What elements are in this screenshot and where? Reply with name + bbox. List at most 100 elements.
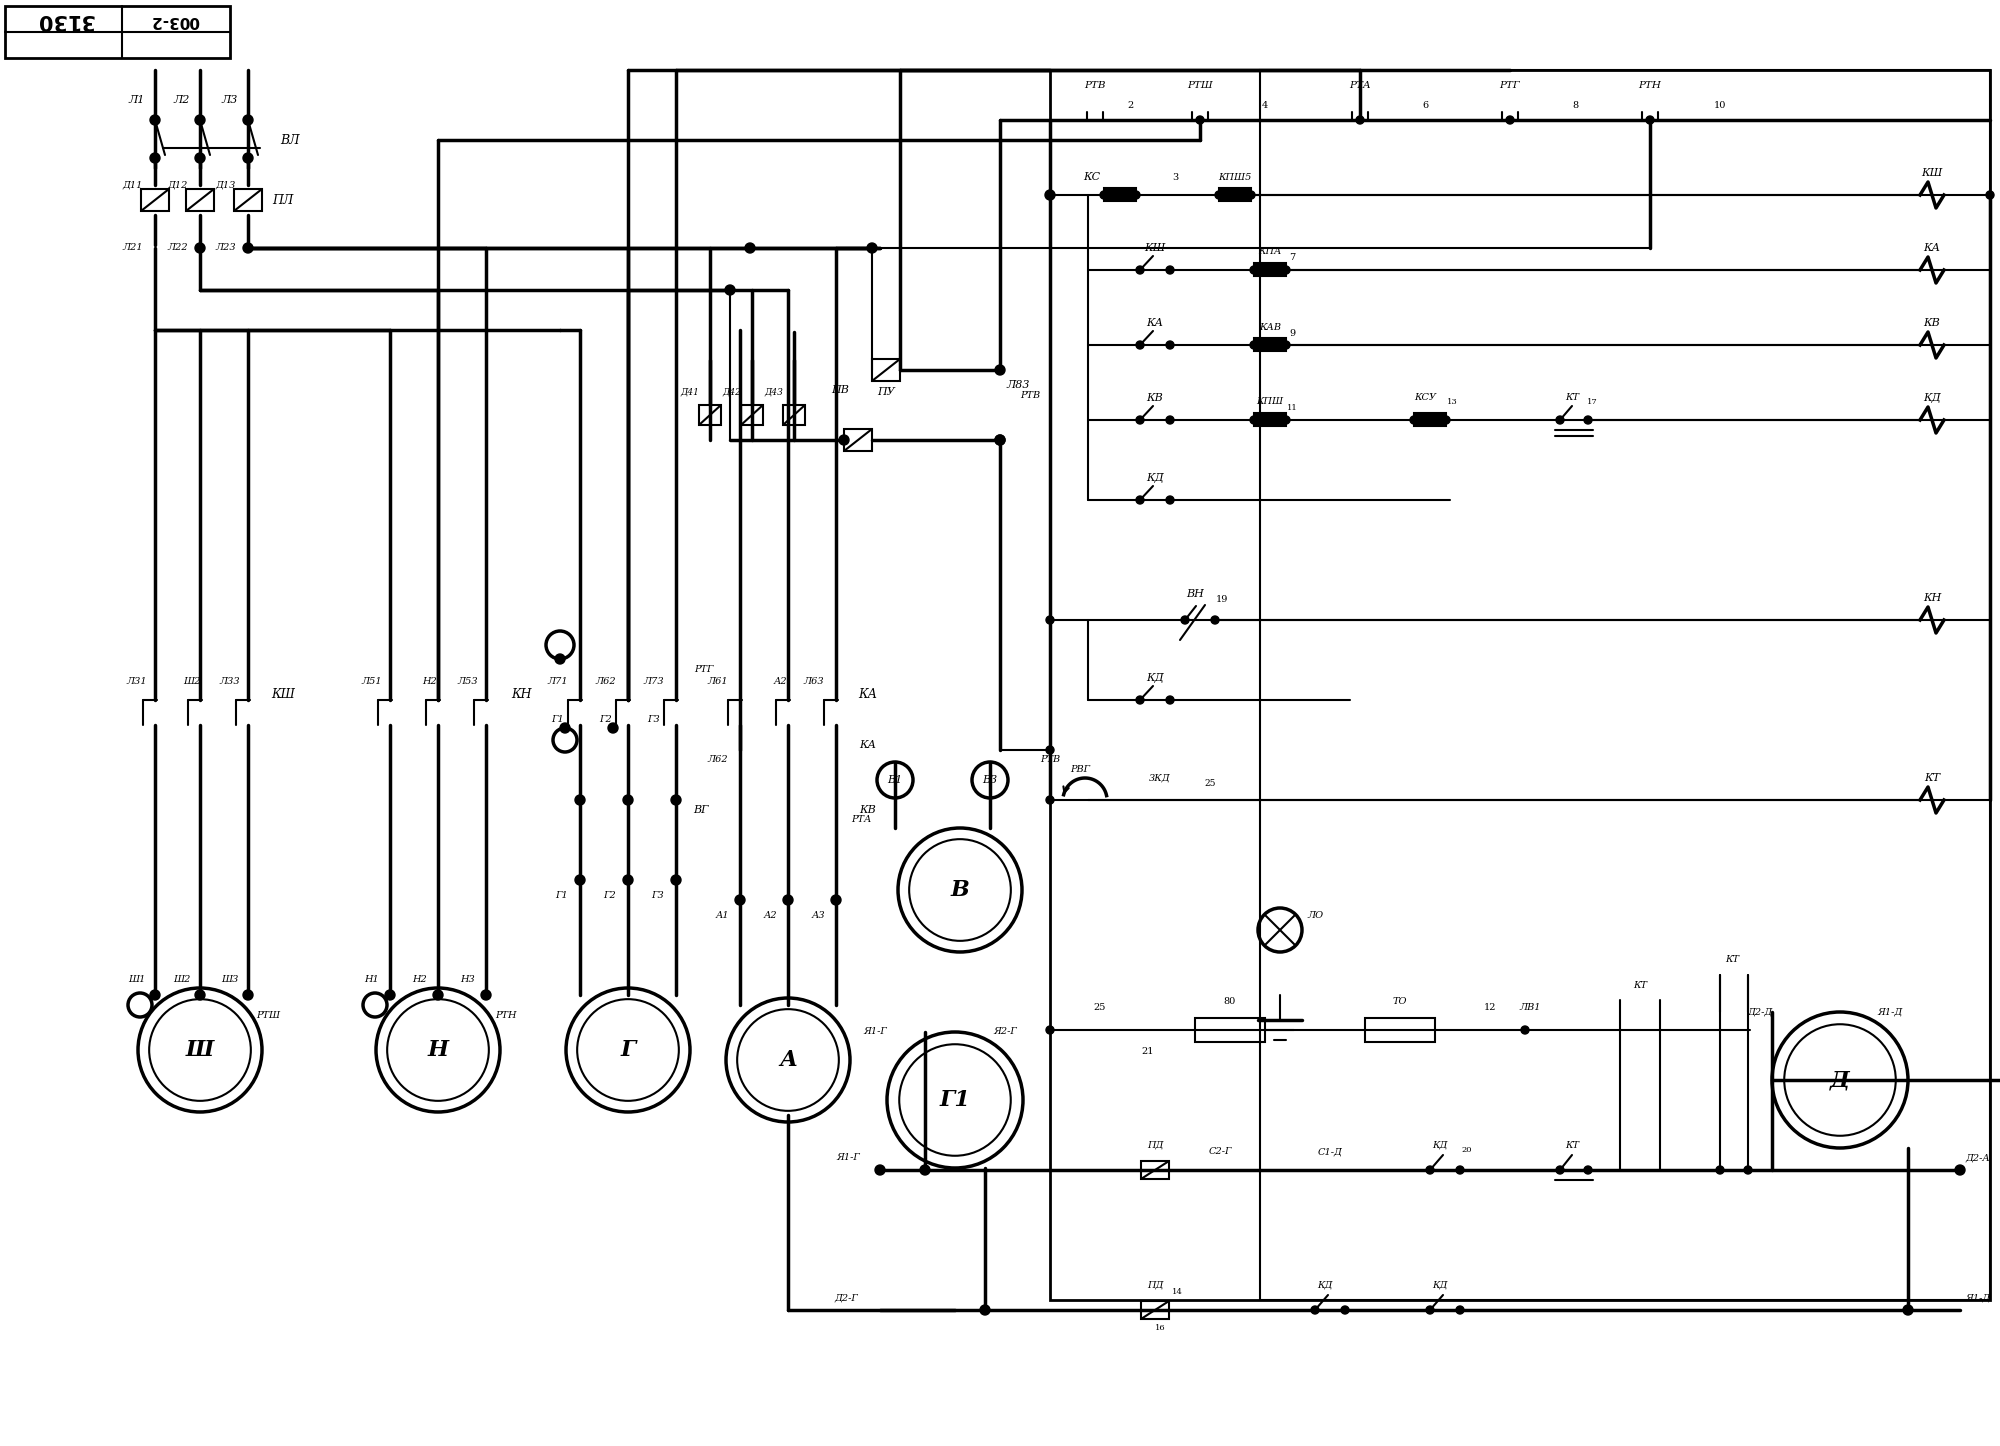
Text: Н2: Н2 (422, 678, 438, 687)
Text: РТВ: РТВ (1084, 81, 1106, 90)
Circle shape (1410, 416, 1418, 424)
Circle shape (1556, 416, 1564, 424)
Circle shape (1282, 416, 1290, 424)
Circle shape (832, 895, 840, 905)
Circle shape (920, 1165, 930, 1176)
Text: Г1: Г1 (556, 891, 568, 899)
Circle shape (1132, 191, 1140, 200)
Circle shape (1136, 416, 1144, 424)
Text: Л53: Л53 (458, 678, 478, 687)
Circle shape (1584, 1165, 1592, 1174)
Text: КАВ: КАВ (1260, 322, 1280, 331)
Circle shape (1506, 116, 1514, 124)
Circle shape (1212, 616, 1220, 625)
Bar (1104, 188, 1136, 201)
Text: Д12: Д12 (168, 181, 188, 189)
Circle shape (1046, 1027, 1054, 1034)
Text: КСУ: КСУ (1414, 393, 1436, 402)
Text: РВГ: РВГ (1070, 765, 1090, 775)
Bar (1140, 1301, 1168, 1319)
Bar (186, 189, 214, 211)
Text: Я1-Г: Я1-Г (864, 1028, 886, 1037)
Text: РТН: РТН (1638, 81, 1662, 90)
Text: Г3: Г3 (652, 891, 664, 899)
Text: А2: А2 (774, 678, 786, 687)
Circle shape (784, 895, 792, 905)
Bar (140, 189, 168, 211)
Text: РТГ: РТГ (694, 665, 714, 674)
Text: 16: 16 (1154, 1325, 1166, 1332)
Text: 003-2: 003-2 (150, 13, 200, 27)
Text: 11: 11 (1286, 403, 1298, 412)
Text: 3130: 3130 (36, 10, 94, 30)
Text: КТ: КТ (1632, 980, 1648, 989)
Circle shape (996, 435, 1006, 445)
Text: КА: КА (860, 740, 876, 750)
Text: 25: 25 (1204, 779, 1216, 788)
Circle shape (980, 1304, 990, 1314)
Text: КВ: КВ (860, 805, 876, 816)
Text: Ш2: Ш2 (174, 976, 190, 985)
Text: КД: КД (1432, 1281, 1448, 1290)
Text: КПА: КПА (1258, 247, 1282, 256)
Text: 10: 10 (1714, 101, 1726, 110)
Text: С2-Г: С2-Г (1208, 1148, 1232, 1157)
Circle shape (150, 116, 160, 124)
Circle shape (868, 243, 876, 253)
Text: РТА: РТА (1350, 81, 1370, 90)
Circle shape (556, 654, 566, 664)
Circle shape (1456, 1306, 1464, 1314)
Text: ВЛ: ВЛ (280, 133, 300, 146)
Text: ЛО: ЛО (1306, 911, 1324, 920)
Circle shape (876, 1165, 884, 1176)
Circle shape (196, 243, 206, 253)
Circle shape (480, 991, 492, 1001)
Text: КШ: КШ (1922, 168, 1942, 178)
Text: РТА: РТА (850, 816, 872, 824)
Text: КА: КА (1924, 243, 1940, 253)
Text: ТО: ТО (1392, 998, 1408, 1006)
Circle shape (1282, 341, 1290, 348)
Bar (1254, 263, 1286, 276)
Circle shape (196, 991, 206, 1001)
Text: Д11: Д11 (122, 181, 144, 189)
Text: Н3: Н3 (460, 976, 476, 985)
Text: Д41: Д41 (680, 388, 700, 396)
Text: 19: 19 (1216, 596, 1228, 604)
Text: Д: Д (1830, 1069, 1850, 1090)
Text: КШ: КШ (1144, 243, 1166, 253)
Circle shape (560, 723, 570, 733)
Bar (4, 6, 230, 58)
Circle shape (996, 364, 1006, 375)
Text: РТВ: РТВ (1020, 390, 1040, 399)
Text: Л51: Л51 (362, 678, 382, 687)
Text: ПЛ: ПЛ (272, 194, 294, 207)
Circle shape (1646, 116, 1654, 124)
Text: КВ: КВ (1924, 318, 1940, 328)
Bar (872, 359, 900, 380)
Text: РТГ: РТГ (1500, 81, 1520, 90)
Text: Л62: Л62 (708, 755, 728, 765)
Circle shape (1166, 266, 1174, 273)
Text: Г2: Г2 (600, 716, 612, 724)
Text: ВГ: ВГ (694, 805, 708, 816)
Text: Л61: Л61 (708, 678, 728, 687)
Bar (1220, 188, 1252, 201)
Text: КПШ: КПШ (1256, 398, 1284, 406)
Bar (1414, 414, 1446, 427)
Circle shape (576, 795, 584, 805)
Text: Ш3: Ш3 (222, 976, 238, 985)
Text: Ш: Ш (186, 1040, 214, 1061)
Circle shape (724, 285, 736, 295)
Text: Д13: Д13 (216, 181, 236, 189)
Text: Я1-Д: Я1-Д (1964, 1294, 1990, 1303)
Text: Д42: Д42 (722, 388, 742, 396)
Circle shape (576, 875, 584, 885)
Circle shape (1426, 1306, 1434, 1314)
Text: 7: 7 (1288, 253, 1296, 263)
Text: Д2-Г: Д2-Г (834, 1294, 858, 1303)
Circle shape (150, 991, 160, 1001)
Text: РТН: РТН (496, 1011, 516, 1019)
Circle shape (996, 435, 1006, 445)
Text: 13: 13 (1446, 398, 1458, 406)
